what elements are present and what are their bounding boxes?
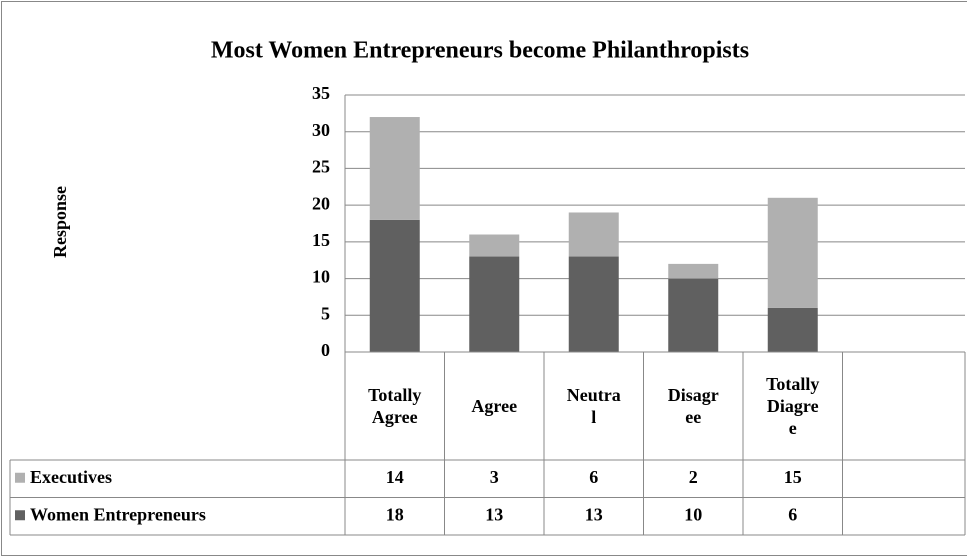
category-cell: Totally Diagree [743, 352, 843, 460]
table-value: 14 [386, 467, 404, 487]
y-tick-label: 5 [321, 303, 330, 323]
category-cell: Totally Agree [345, 352, 445, 460]
y-tick-label: 0 [321, 340, 330, 360]
category-cell: Disagree [644, 352, 744, 460]
bar-segment [767, 197, 818, 308]
x-tick-label: Neutral [566, 385, 621, 427]
y-tick-label: 30 [312, 120, 330, 140]
table-value: 15 [784, 467, 802, 487]
category-cell: Agree [445, 352, 545, 460]
bar-segment [767, 307, 818, 352]
bar-segment [568, 256, 619, 352]
table-value: 3 [490, 467, 499, 487]
table-value: 18 [386, 504, 404, 524]
bar-segment [469, 256, 520, 352]
y-axis-label: Response [50, 186, 70, 258]
bar-segment [369, 117, 420, 220]
table-value: 2 [689, 467, 698, 487]
category-cell: Neutral [544, 352, 644, 460]
legend-label: Executives [30, 467, 112, 487]
y-tick-label: 25 [312, 157, 330, 177]
legend-label: Women Entrepreneurs [30, 504, 206, 524]
x-tick-label: Totally Diagree [766, 374, 820, 438]
bar-segment [469, 234, 520, 257]
y-tick-label: 20 [312, 193, 330, 213]
bar-segment [668, 278, 719, 352]
y-tick-label: 15 [312, 230, 330, 250]
table-value: 13 [485, 504, 503, 524]
table-value: 6 [589, 467, 598, 487]
table-value: 6 [788, 504, 797, 524]
legend-swatch [15, 510, 25, 521]
x-tick-label: Agree [471, 396, 518, 416]
legend-swatch [15, 472, 25, 483]
chart-title: Most Women Entrepreneurs become Philanth… [211, 38, 749, 64]
y-tick-label: 35 [312, 83, 330, 103]
x-tick-label: Disagree [667, 385, 719, 427]
bar-segment [369, 219, 420, 352]
x-tick-label: Totally Agree [368, 385, 422, 427]
y-tick-label: 10 [312, 267, 330, 287]
table-value: 13 [585, 504, 603, 524]
bar-segment [568, 212, 619, 257]
table-value: 10 [684, 504, 702, 524]
bar-segment [668, 263, 719, 279]
